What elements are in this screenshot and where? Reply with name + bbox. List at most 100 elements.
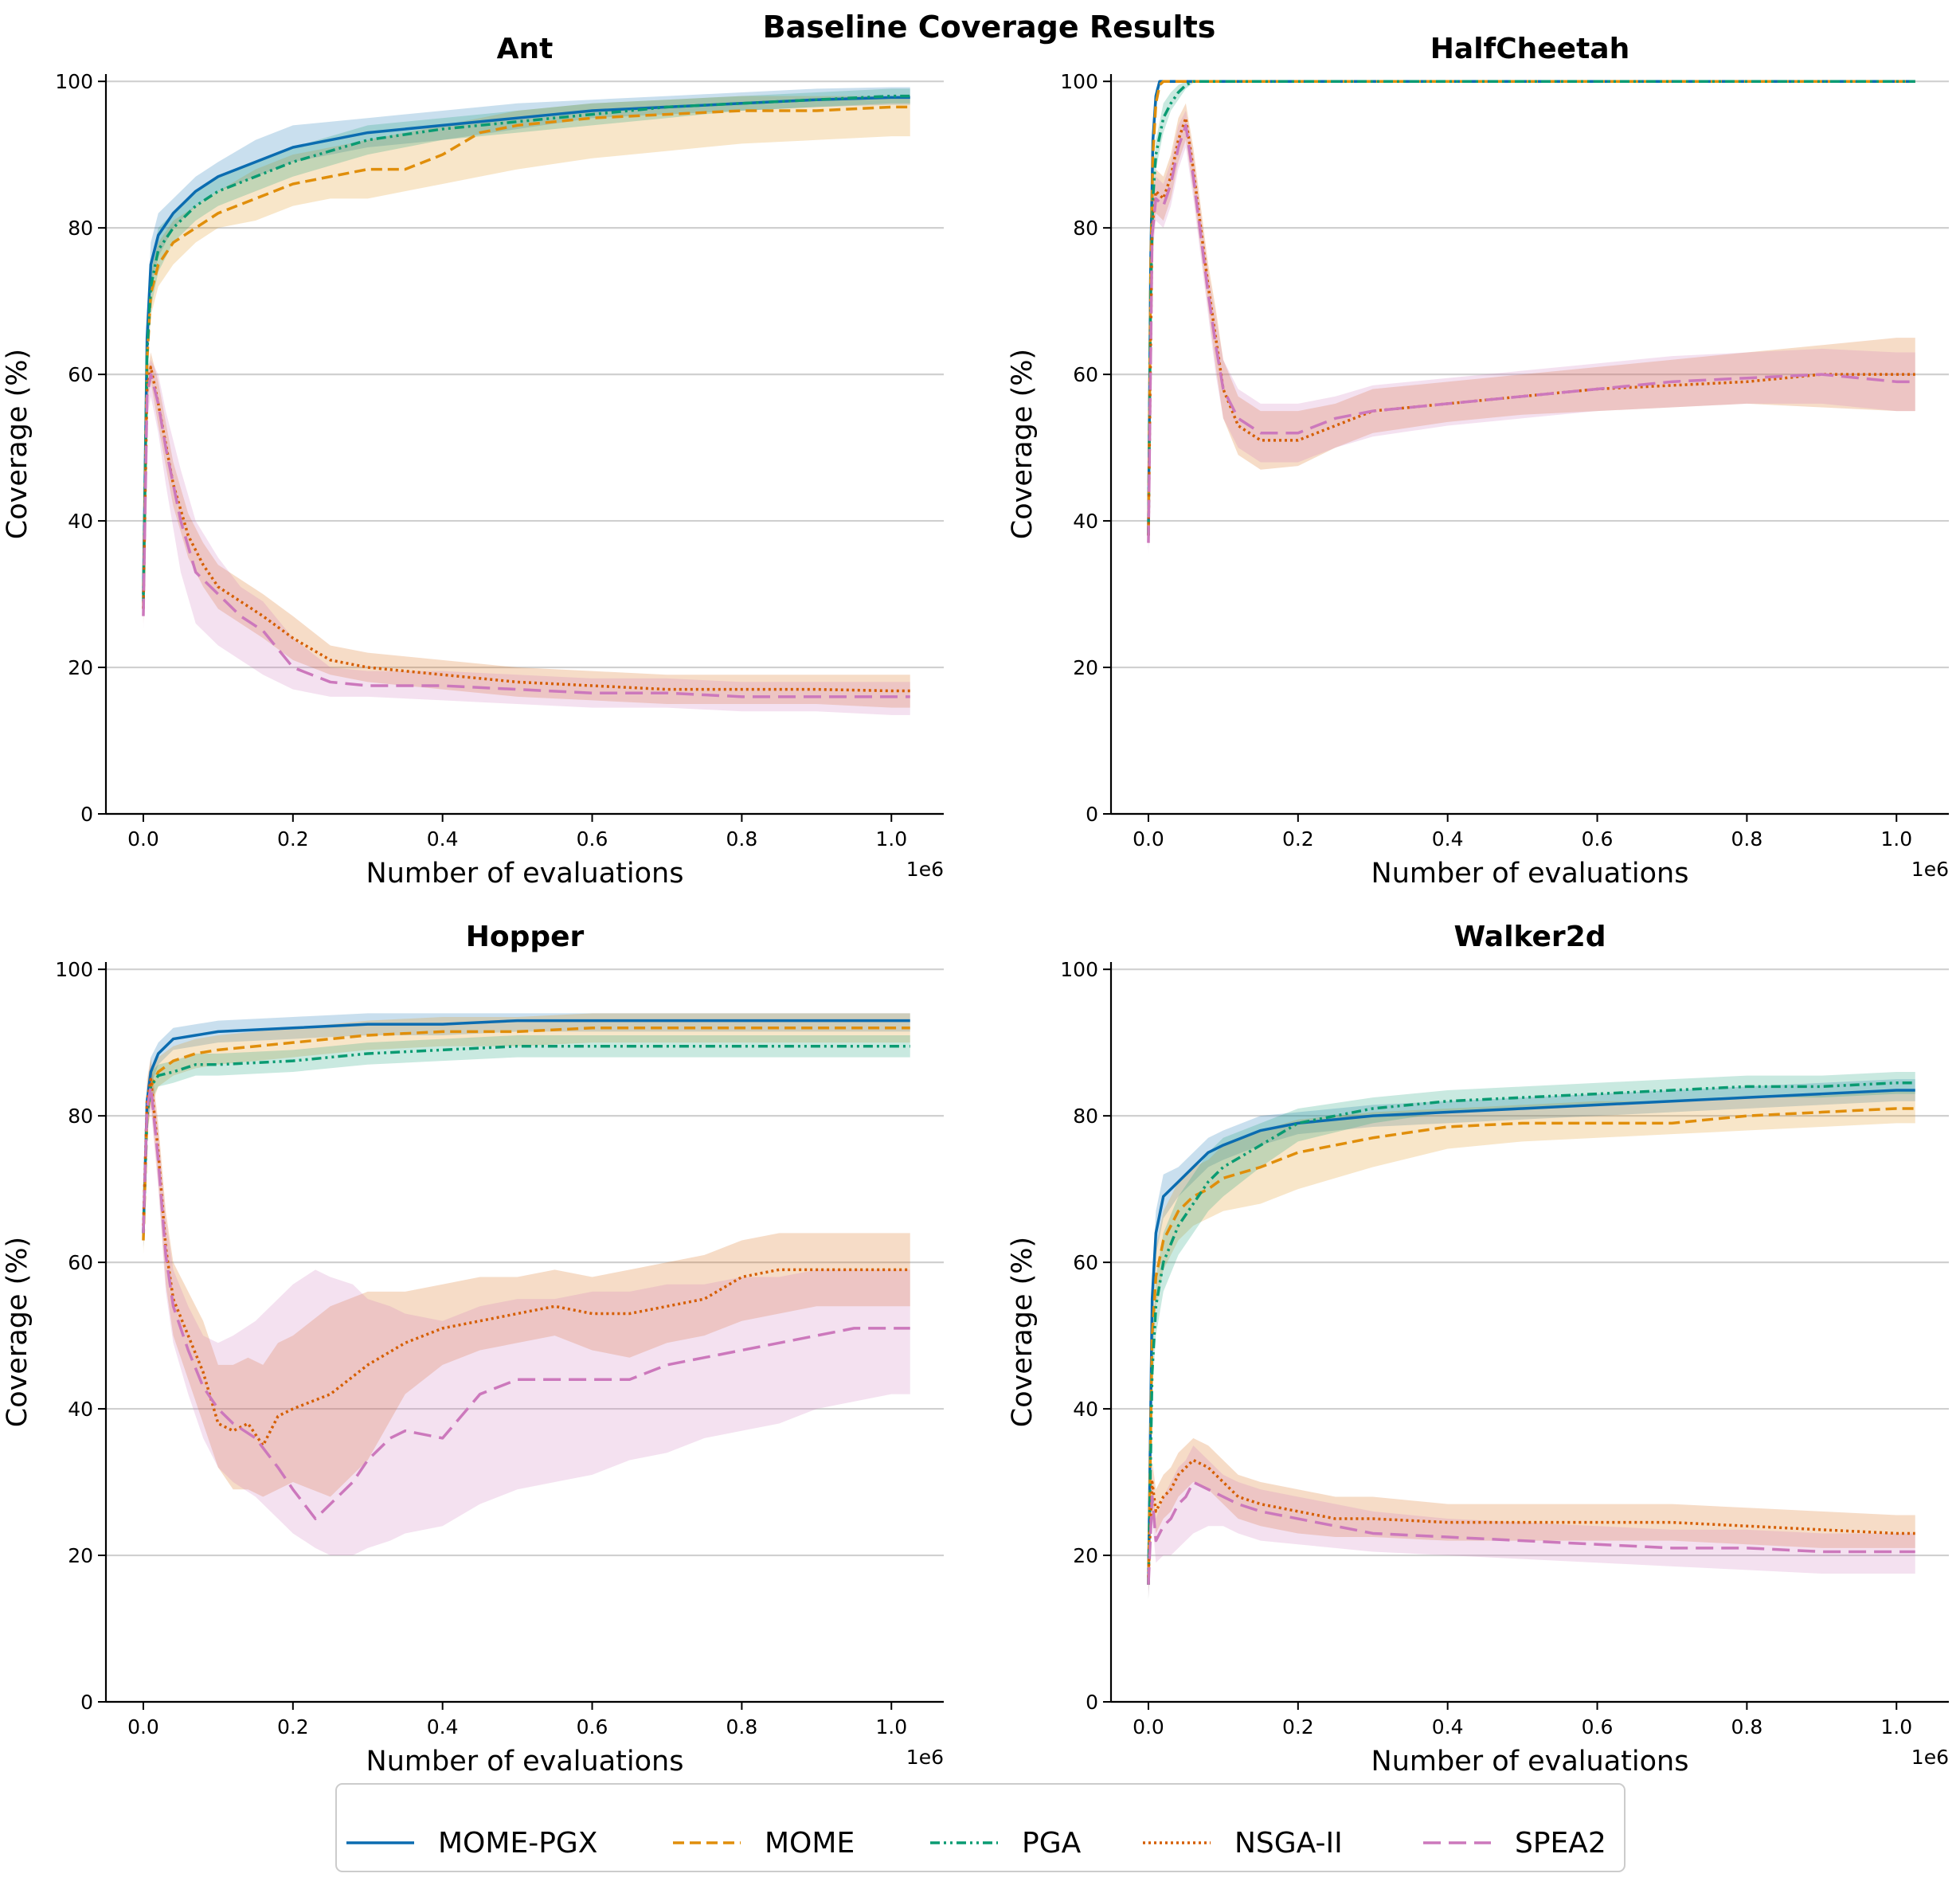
band-mome-pgx [143,1013,910,1248]
x-tick-label: 0.8 [1731,827,1763,851]
x-tick-label: 0.2 [1282,827,1314,851]
x-scale-label: 1e6 [1911,858,1949,881]
x-axis-label: Number of evaluations [1371,858,1689,890]
y-tick-label: 80 [68,1105,93,1128]
x-tick-label: 1.0 [875,827,907,851]
series-line-pga [1147,1081,1915,1585]
legend-label: PGA [1022,1827,1082,1860]
legend-item-pga: PGA [930,1827,1082,1860]
band-mome [143,1013,910,1255]
band-spea2 [1148,1445,1915,1600]
subplot-title: Walker2d [1453,921,1606,953]
y-tick-label: 80 [68,217,93,240]
y-tick-label: 0 [80,1691,93,1714]
y-tick-label: 0 [1086,803,1098,826]
panel-ant: 0 20 40 60 80 100 0.0 0.2 0.4 0.6 0.8 1.0 1e6 Ant Numb… [2,33,944,890]
y-tick-label: 60 [68,1251,93,1274]
y-tick-label: 40 [1073,510,1098,533]
series-line-mome-pgx [142,96,910,595]
series-line-nsga-ii [1147,1458,1915,1578]
x-scale-label: 1e6 [906,1746,944,1769]
y-tick-label: 100 [55,70,93,93]
x-tick-label: 0.0 [127,827,159,851]
x-tick-label: 0.0 [1133,827,1164,851]
y-tick-label: 20 [68,656,93,679]
series-line-nsga-ii [142,366,910,693]
series-line-spea2 [1147,123,1915,543]
band-spea2 [143,1064,910,1556]
series-line-nsga-ii [142,1077,910,1447]
y-tick-label: 100 [1060,958,1098,981]
y-tick-label: 100 [1060,70,1098,93]
y-axis-label: Coverage (%) [2,1237,33,1427]
band-nsga-ii [1148,1437,1915,1593]
y-tick-label: 20 [1073,656,1098,679]
x-tick-label: 0.6 [577,1715,608,1738]
y-tick-label: 0 [1086,1691,1098,1714]
x-tick-label: 1.0 [1880,1715,1912,1738]
x-tick-label: 0.2 [1282,1715,1314,1738]
x-tick-label: 1.0 [1880,827,1912,851]
band-spea2 [1148,110,1915,558]
x-axis-label: Number of evaluations [1371,1746,1689,1778]
panel-hopper: 0 20 40 60 80 100 0.0 0.2 0.4 0.6 0.8 1.0 1e6 Hopper N… [2,921,944,1778]
y-axis-label: Coverage (%) [1007,349,1039,539]
legend-item-spea2: SPEA2 [1423,1827,1606,1860]
x-tick-label: 0.8 [726,1715,758,1738]
y-tick-label: 40 [68,1398,93,1421]
y-tick-label: 20 [68,1544,93,1567]
x-tick-label: 0.6 [1582,827,1614,851]
x-tick-label: 0.2 [277,1715,309,1738]
y-tick-label: 0 [80,803,93,826]
subplot-title: Ant [497,33,554,65]
band-nsga-ii [1148,103,1915,550]
legend-label: MOME [765,1827,855,1860]
legend-item-mome: MOME [673,1827,855,1860]
series-line-mome [1147,80,1915,536]
legend-items: MOME-PGX MOME PGA NSGA-II SPEA2 [346,1827,1606,1860]
subplot-title: HalfCheetah [1430,33,1629,65]
series-line-pga [142,1045,910,1234]
x-tick-label: 0.4 [1432,827,1464,851]
series-line-spea2 [1147,1480,1915,1585]
series-line-mome-pgx [142,1019,910,1234]
legend-label: MOME-PGX [438,1827,597,1860]
band-mome-pgx [1148,1079,1915,1600]
panel-walker2d: 0 20 40 60 80 100 0.0 0.2 0.4 0.6 0.8 1.0 1e6 Walker2… [1007,921,1949,1778]
x-tick-label: 0.8 [726,827,758,851]
x-scale-label: 1e6 [906,858,944,881]
series-line-mome [142,1027,910,1241]
y-axis-label: Coverage (%) [1007,1237,1039,1427]
subplots: 0 20 40 60 80 100 0.0 0.2 0.4 0.6 0.8 1.0 1e6 Ant Numb… [2,33,1949,1778]
series-line-mome [142,105,910,609]
x-tick-label: 0.4 [427,827,459,851]
x-axis-label: Number of evaluations [366,858,684,890]
y-tick-label: 40 [1073,1398,1098,1421]
y-tick-label: 40 [68,510,93,533]
panel-halfcheetah: 0 20 40 60 80 100 0.0 0.2 0.4 0.6 0.8 1.0 1e6 HalfChe… [1007,33,1949,890]
band-nsga-ii [143,1057,910,1497]
legend-item-mome-pgx: MOME-PGX [346,1827,597,1860]
subplot-title: Hopper [466,921,585,953]
y-tick-label: 60 [1073,363,1098,386]
y-tick-label: 20 [1073,1544,1098,1567]
x-tick-label: 0.8 [1731,1715,1763,1738]
x-tick-label: 0.6 [577,827,608,851]
series-line-mome-pgx [1147,1089,1915,1585]
y-tick-label: 80 [1073,217,1098,240]
series-line-spea2 [142,373,910,698]
band-pga [143,1034,910,1248]
series-line-pga [142,94,910,602]
x-tick-label: 0.4 [1432,1715,1464,1738]
x-tick-label: 0.2 [277,827,309,851]
legend-item-nsga-ii: NSGA-II [1143,1827,1343,1860]
x-axis-label: Number of evaluations [366,1746,684,1778]
legend-frame [335,1783,1626,1872]
legend-label: SPEA2 [1515,1827,1606,1860]
y-tick-label: 60 [68,363,93,386]
x-tick-label: 1.0 [875,1715,907,1738]
legend-label: NSGA-II [1234,1827,1343,1860]
y-tick-label: 100 [55,958,93,981]
